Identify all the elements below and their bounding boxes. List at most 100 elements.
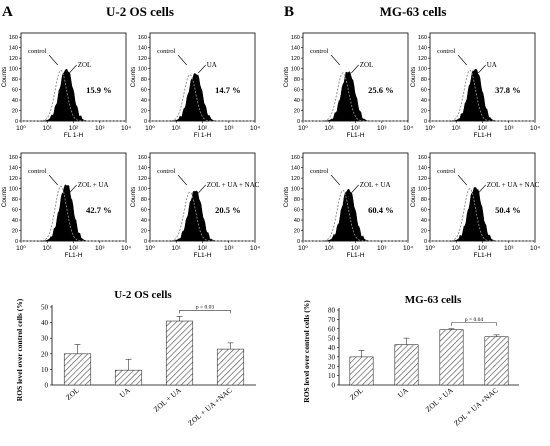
- flow-histogram: 0 20 40 60 80 100 120 140 160 10⁰ 10¹ 10² 10³ 10⁴ FL1-…: [410, 32, 540, 139]
- y-tick-label: 80: [141, 77, 147, 83]
- y-tick-label: 120: [291, 176, 300, 182]
- x-tick-label: 10⁴: [250, 125, 260, 132]
- y-tick-label: 20: [328, 363, 336, 371]
- y-tick-label: 120: [9, 176, 18, 182]
- y-tick-label: 0: [424, 239, 427, 245]
- control-label: control: [437, 168, 456, 175]
- y-tick-label: 0: [144, 119, 147, 125]
- percent-label: 20.5 %: [215, 205, 241, 215]
- flow-histogram: 0 20 40 60 80 100 120 140 160 10⁰ 10¹ 10² 10³ 10⁴ FL1-…: [130, 152, 260, 259]
- significance-bracket: [451, 322, 497, 326]
- percent-label: 42.7 %: [86, 205, 112, 215]
- panel-b-letter: B: [284, 4, 294, 20]
- y-tick-label: 120: [291, 56, 300, 62]
- y-tick-label: 10: [328, 372, 336, 380]
- y-tick-label: 100: [418, 67, 427, 73]
- y-tick-label: 30: [328, 353, 336, 361]
- x-axis-label: Fl 1-H: [194, 132, 212, 139]
- ros-bar-chart: 0 10 20 30 40 50 ROS level over control cells …: [15, 298, 256, 428]
- treatment-arrow: [351, 184, 359, 194]
- y-tick-label: 100: [138, 187, 147, 193]
- x-axis-label: FL1-H: [346, 132, 364, 139]
- p-value-label: p = 0.03: [196, 304, 214, 310]
- treatment-label: UA: [207, 61, 217, 69]
- bar: [394, 344, 419, 386]
- y-tick-label: 160: [291, 35, 300, 41]
- y-tick-label: 0: [424, 119, 427, 125]
- y-axis-label: ROS level over control cells (%): [15, 298, 24, 401]
- x-tick-label: 10¹: [325, 245, 335, 252]
- y-tick-label: 140: [9, 166, 18, 172]
- y-axis-label: ROS level over control cells (%): [302, 300, 311, 403]
- y-tick-label: 40: [141, 98, 147, 104]
- control-arrow: [177, 54, 187, 66]
- panel-b-title: MG-63 cells: [380, 4, 447, 19]
- y-tick-label: 80: [294, 77, 300, 83]
- y-tick-label: 140: [138, 166, 147, 172]
- x-tick-label: 10⁴: [121, 245, 131, 252]
- y-tick-label: 120: [138, 56, 147, 62]
- y-tick-label: 40: [421, 218, 427, 224]
- y-tick-label: 40: [294, 218, 300, 224]
- percent-label: 14.7 %: [215, 85, 241, 95]
- y-tick-label: 20: [141, 109, 147, 115]
- x-tick-label: 10³: [377, 125, 387, 132]
- y-tick-label: 0: [45, 382, 49, 390]
- treatment-arrow: [478, 64, 486, 74]
- x-tick-label: 10¹: [172, 245, 182, 252]
- treatment-label: ZOL + UA: [78, 181, 109, 189]
- treatment-arrow: [198, 184, 206, 194]
- control-arrow: [457, 54, 467, 66]
- y-tick-label: 80: [12, 197, 18, 203]
- y-tick-label: 0: [332, 382, 336, 390]
- y-tick-label: 80: [421, 197, 427, 203]
- y-tick-label: 40: [12, 98, 18, 104]
- y-tick-label: 20: [141, 229, 147, 235]
- x-tick-label: 10⁰: [16, 245, 26, 252]
- bar: [165, 320, 194, 386]
- x-tick-label: 10⁰: [16, 125, 26, 132]
- control-histogram: [150, 73, 255, 122]
- percent-label: 50.4 %: [495, 205, 520, 215]
- x-tick-label: 10³: [224, 245, 234, 252]
- y-tick-label: 20: [294, 109, 300, 115]
- y-tick-label: 140: [418, 46, 427, 52]
- x-tick-label: 10⁰: [425, 245, 435, 252]
- x-tick-label: 10¹: [43, 245, 53, 252]
- treatment-arrow: [69, 64, 77, 74]
- y-tick-label: 0: [15, 119, 18, 125]
- percent-label: 15.9 %: [86, 85, 112, 95]
- y-tick-label: 120: [418, 176, 427, 182]
- percent-label: 25.6 %: [368, 85, 394, 95]
- x-tick-label: 10⁴: [121, 125, 131, 132]
- category-label: ZOL + UA: [424, 385, 456, 414]
- bar: [114, 369, 143, 386]
- x-tick-label: 10⁴: [250, 245, 260, 252]
- x-tick-label: 10³: [377, 245, 387, 252]
- panel-a-title: U-2 OS cells: [106, 4, 174, 19]
- y-tick-label: 60: [141, 208, 147, 214]
- bar: [216, 348, 245, 386]
- y-tick-label: 160: [9, 35, 18, 41]
- control-histogram: [21, 185, 126, 242]
- y-tick-label: 120: [418, 56, 427, 62]
- control-label: control: [157, 48, 176, 55]
- x-tick-label: 10²: [198, 245, 208, 252]
- x-axis-label: FL1-H: [346, 252, 364, 259]
- y-tick-label: 100: [291, 67, 300, 73]
- y-tick-label: 0: [144, 239, 147, 245]
- y-tick-label: 100: [291, 187, 300, 193]
- bar: [439, 329, 464, 386]
- y-tick-label: 80: [141, 197, 147, 203]
- control-histogram: [21, 69, 126, 122]
- y-tick-label: 40: [41, 319, 49, 327]
- control-histogram: [430, 188, 535, 242]
- y-tick-label: 100: [138, 67, 147, 73]
- flow-histogram: 0 20 40 60 80 100 120 140 160 10⁰ 10¹ 10² 10³ 10⁴ FL 1…: [1, 32, 131, 139]
- control-label: control: [310, 48, 329, 55]
- y-tick-label: 50: [328, 335, 336, 343]
- panel-a-letter: A: [2, 4, 13, 20]
- y-tick-label: 160: [138, 35, 147, 41]
- y-tick-label: 160: [291, 155, 300, 161]
- y-tick-label: 160: [138, 155, 147, 161]
